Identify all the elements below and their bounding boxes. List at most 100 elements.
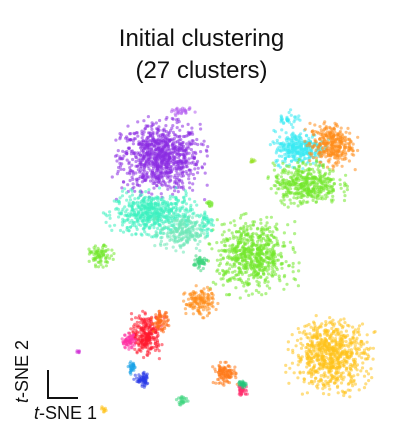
scatter-point: [108, 210, 112, 214]
scatter-point: [180, 220, 184, 225]
scatter-point: [195, 137, 199, 142]
scatter-point: [292, 371, 296, 375]
scatter-point: [136, 134, 140, 138]
scatter-point: [133, 223, 137, 228]
scatter-point: [215, 269, 219, 273]
scatter-point: [178, 142, 182, 146]
scatter-point: [146, 215, 150, 219]
scatter-point: [198, 239, 202, 244]
scatter-point: [182, 144, 186, 148]
cluster-7: [206, 212, 301, 300]
scatter-point: [199, 127, 203, 131]
scatter-point: [128, 214, 132, 218]
scatter-point: [352, 332, 356, 336]
scatter-point: [341, 378, 345, 382]
scatter-point: [336, 391, 340, 395]
scatter-point: [149, 214, 153, 218]
scatter-point: [339, 186, 343, 190]
scatter-point: [154, 180, 158, 184]
scatter-point: [367, 354, 371, 359]
scatter-point: [181, 148, 185, 152]
scatter-point: [220, 240, 224, 244]
scatter-point: [342, 317, 346, 321]
scatter-point: [164, 155, 168, 159]
scatter-point: [294, 141, 298, 145]
scatter-point: [143, 312, 147, 316]
scatter-point: [168, 194, 172, 198]
scatter-point: [171, 154, 175, 158]
scatter-point: [274, 191, 278, 195]
scatter-point: [131, 157, 135, 162]
scatter-point: [322, 329, 326, 333]
scatter-point: [204, 298, 208, 302]
scatter-point: [192, 237, 196, 241]
scatter-point: [101, 265, 105, 269]
scatter-point: [195, 232, 199, 236]
scatter-point: [147, 188, 151, 192]
scatter-point: [199, 150, 203, 154]
scatter-point: [160, 134, 165, 138]
scatter-point: [191, 150, 195, 155]
scatter-point: [258, 246, 262, 250]
scatter-point: [308, 141, 312, 145]
scatter-point: [327, 371, 331, 375]
scatter-point: [284, 363, 288, 367]
scatter-point: [130, 149, 134, 153]
scatter-point: [139, 349, 143, 353]
scatter-point: [312, 184, 316, 188]
scatter-point: [319, 346, 323, 350]
scatter-point: [286, 223, 290, 227]
scatter-point: [285, 135, 290, 140]
scatter-point: [191, 228, 195, 233]
scatter-point: [278, 279, 282, 283]
scatter-point: [320, 174, 325, 178]
scatter-point: [222, 269, 226, 273]
scatter-point: [164, 214, 168, 218]
scatter-point: [273, 264, 277, 268]
scatter-point: [351, 142, 355, 146]
scatter-point: [231, 243, 235, 247]
scatter-point: [352, 341, 356, 345]
scatter-point: [278, 165, 282, 169]
scatter-point: [153, 210, 157, 214]
scatter-point: [165, 242, 169, 246]
scatter-point: [329, 135, 334, 139]
scatter-point: [290, 361, 294, 365]
scatter-point: [331, 347, 335, 351]
scatter-point: [168, 197, 172, 201]
scatter-point: [130, 233, 134, 237]
scatter-point: [187, 177, 191, 181]
scatter-point: [322, 150, 326, 154]
scatter-point: [321, 136, 325, 140]
scatter-point: [265, 221, 269, 225]
scatter-point: [138, 142, 142, 146]
scatter-point: [187, 157, 191, 161]
scatter-point: [127, 229, 131, 233]
scatter-point: [161, 179, 165, 183]
scatter-point: [330, 321, 334, 325]
scatter-point: [178, 214, 183, 219]
scatter-point: [198, 310, 202, 314]
scatter-point: [286, 340, 290, 344]
scatter-point: [276, 258, 280, 262]
scatter-point: [161, 231, 165, 236]
scatter-point: [175, 240, 179, 244]
scatter-point: [215, 258, 219, 262]
scatter-point: [344, 151, 348, 155]
scatter-point: [311, 198, 315, 202]
scatter-point: [316, 379, 321, 383]
scatter-point: [360, 322, 365, 326]
scatter-point: [315, 160, 319, 164]
scatter-point: [159, 239, 163, 243]
scatter-point: [117, 165, 121, 170]
scatter-point: [332, 156, 337, 160]
scatter-point: [178, 159, 182, 163]
scatter-point: [187, 173, 191, 178]
scatter-point: [260, 237, 264, 241]
scatter-point: [148, 134, 152, 138]
scatter-point: [296, 284, 300, 288]
scatter-point: [256, 271, 260, 275]
scatter-point: [228, 365, 232, 369]
scatter-point: [133, 347, 137, 351]
scatter-point: [338, 182, 342, 187]
